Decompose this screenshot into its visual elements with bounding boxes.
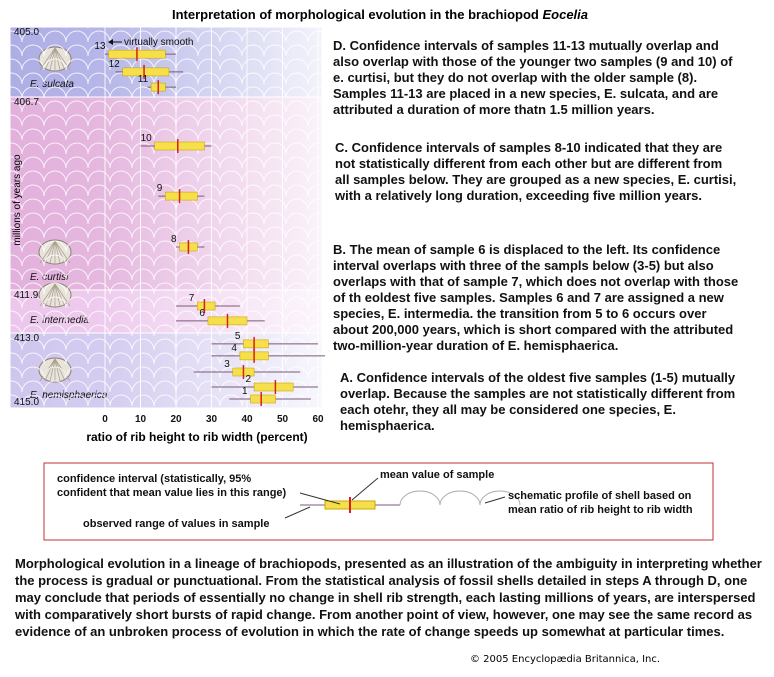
x-tick-label: 50 xyxy=(277,414,289,425)
panel-a: A. Confidence intervals of the oldest fi… xyxy=(340,370,736,433)
leader xyxy=(351,477,379,501)
title: Interpretation of morphological evolutio… xyxy=(172,7,588,22)
y-tick-label: 413.0 xyxy=(14,333,39,344)
sample-label: 5 xyxy=(235,331,241,342)
annotation: virtually smooth xyxy=(124,37,193,48)
sample-label: 11 xyxy=(138,74,149,85)
leader xyxy=(299,492,341,505)
leader xyxy=(484,496,506,504)
sample-label: 3 xyxy=(224,359,230,370)
sample-label: 6 xyxy=(199,308,205,319)
legend-box xyxy=(43,462,714,541)
sample-label: 13 xyxy=(94,41,106,52)
confidence-interval xyxy=(253,382,294,392)
leader xyxy=(284,506,311,519)
panel-d: D. Confidence intervals of samples 11-13… xyxy=(333,38,733,117)
confidence-interval xyxy=(154,141,205,151)
sample-label: 2 xyxy=(246,374,252,385)
confidence-interval xyxy=(197,301,216,311)
x-tick-label: 10 xyxy=(135,414,147,425)
panel-c: C. Confidence intervals of samples 8-10 … xyxy=(335,140,737,203)
sample-label: 8 xyxy=(171,234,177,245)
legend-profile-label: schematic profile of shell based on mean… xyxy=(508,490,693,516)
caption: Morphological evolution in a lineage of … xyxy=(15,556,762,639)
shell-profile-pattern xyxy=(10,27,322,408)
annotation-arrowhead xyxy=(108,39,113,45)
y-axis-label: millions of years ago xyxy=(12,154,23,246)
sample-label: 1 xyxy=(242,386,248,397)
x-tick-label: 30 xyxy=(206,414,218,425)
confidence-interval xyxy=(243,339,269,349)
sample-label: 12 xyxy=(109,59,121,70)
x-tick-label: 20 xyxy=(170,414,182,425)
confidence-interval xyxy=(250,394,276,404)
x-axis-label: ratio of rib height to rib width (percen… xyxy=(86,430,307,444)
sample-label: 9 xyxy=(157,183,163,194)
y-tick-label: 411.9 xyxy=(14,290,39,301)
x-tick-label: 40 xyxy=(241,414,253,425)
legend: mean value of sample observed range of v… xyxy=(83,469,521,530)
credit: © 2005 Encyclopædia Britannica, Inc. xyxy=(470,654,661,665)
panel-b: B. The mean of sample 6 is displaced to … xyxy=(333,242,739,353)
x-tick-label: 0 xyxy=(102,414,108,425)
sample-label: 7 xyxy=(189,293,195,304)
sample-label: 4 xyxy=(231,343,237,354)
legend-ci-label: confidence interval (statistically, 95% … xyxy=(57,473,287,499)
confidence-interval xyxy=(165,191,198,201)
legend-mean-label: mean value of sample xyxy=(380,469,494,481)
legend-profile xyxy=(399,490,521,506)
legend-range-label: observed range of values in sample xyxy=(83,518,269,530)
y-tick-label: 405.0 xyxy=(14,27,39,38)
y-tick-label: 415.0 xyxy=(14,397,39,408)
sample-label: 10 xyxy=(141,133,153,144)
confidence-interval xyxy=(122,67,170,77)
y-tick-label: 406.7 xyxy=(14,97,39,108)
x-tick-label: 60 xyxy=(312,414,324,425)
